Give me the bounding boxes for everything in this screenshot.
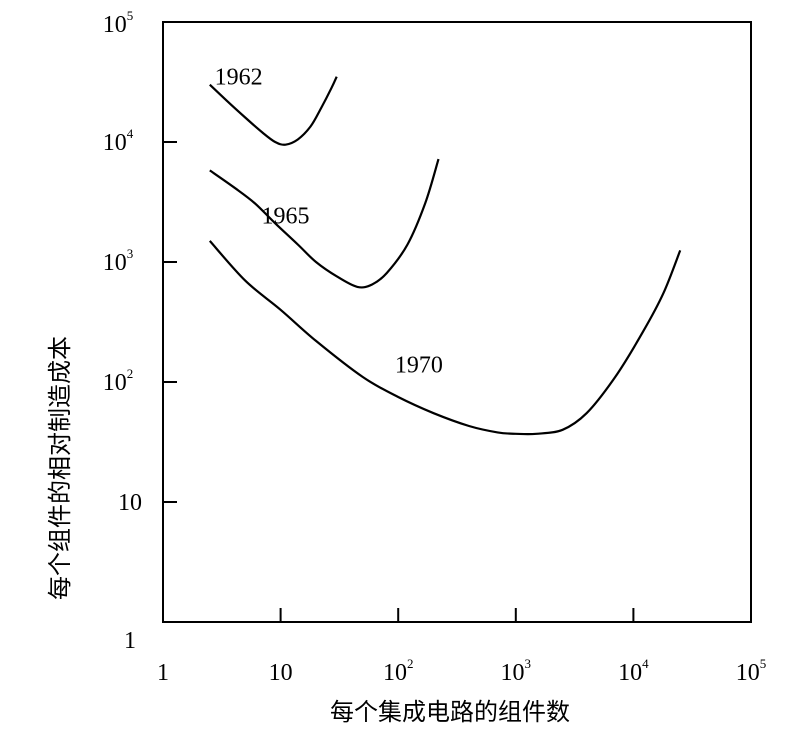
x-tick-label: 104 [618, 656, 649, 686]
y-tick-label: 1 [124, 628, 136, 654]
series-line-1970 [208, 240, 682, 436]
y-tick-label: 103 [103, 246, 134, 276]
series-label-1965: 1965 [261, 203, 309, 229]
series-lines [208, 76, 682, 436]
x-tick-label: 1 [157, 660, 169, 686]
y-tick-exponent: 5 [127, 8, 134, 23]
plot-frame [162, 21, 752, 623]
y-tick-label: 105 [103, 8, 134, 38]
y-tick-labels: 1 10 102 103 104 105 [103, 8, 142, 654]
x-tick-label: 10 [269, 660, 293, 686]
x-tick-exponent: 2 [407, 656, 414, 671]
y-tick-exponent: 3 [127, 246, 134, 261]
series-line-1962 [209, 76, 338, 146]
x-tick-labels: 1 10 102 103 104 105 [157, 656, 766, 686]
series-line-1965 [209, 158, 440, 289]
tick-marks [163, 141, 635, 622]
y-tick-exponent: 2 [127, 366, 134, 381]
series-label-1962: 1962 [215, 65, 263, 91]
y-tick-label: 104 [103, 126, 134, 156]
x-tick-label: 105 [736, 656, 767, 686]
y-tick-exponent: 4 [127, 126, 134, 141]
series-labels: 1962 1965 1970 [215, 65, 443, 379]
x-axis-title: 每个集成电路的组件数 [330, 698, 570, 726]
y-axis-title: 每个组件的相对制造成本 [46, 336, 74, 600]
x-tick-exponent: 5 [760, 656, 767, 671]
x-tick-label: 102 [383, 656, 414, 686]
x-tick-label: 103 [501, 656, 532, 686]
x-tick-exponent: 4 [642, 656, 649, 671]
y-tick-label: 102 [103, 366, 134, 396]
series-label-1970: 1970 [395, 352, 443, 378]
y-tick-label: 10 [118, 490, 142, 516]
x-tick-exponent: 3 [525, 656, 532, 671]
